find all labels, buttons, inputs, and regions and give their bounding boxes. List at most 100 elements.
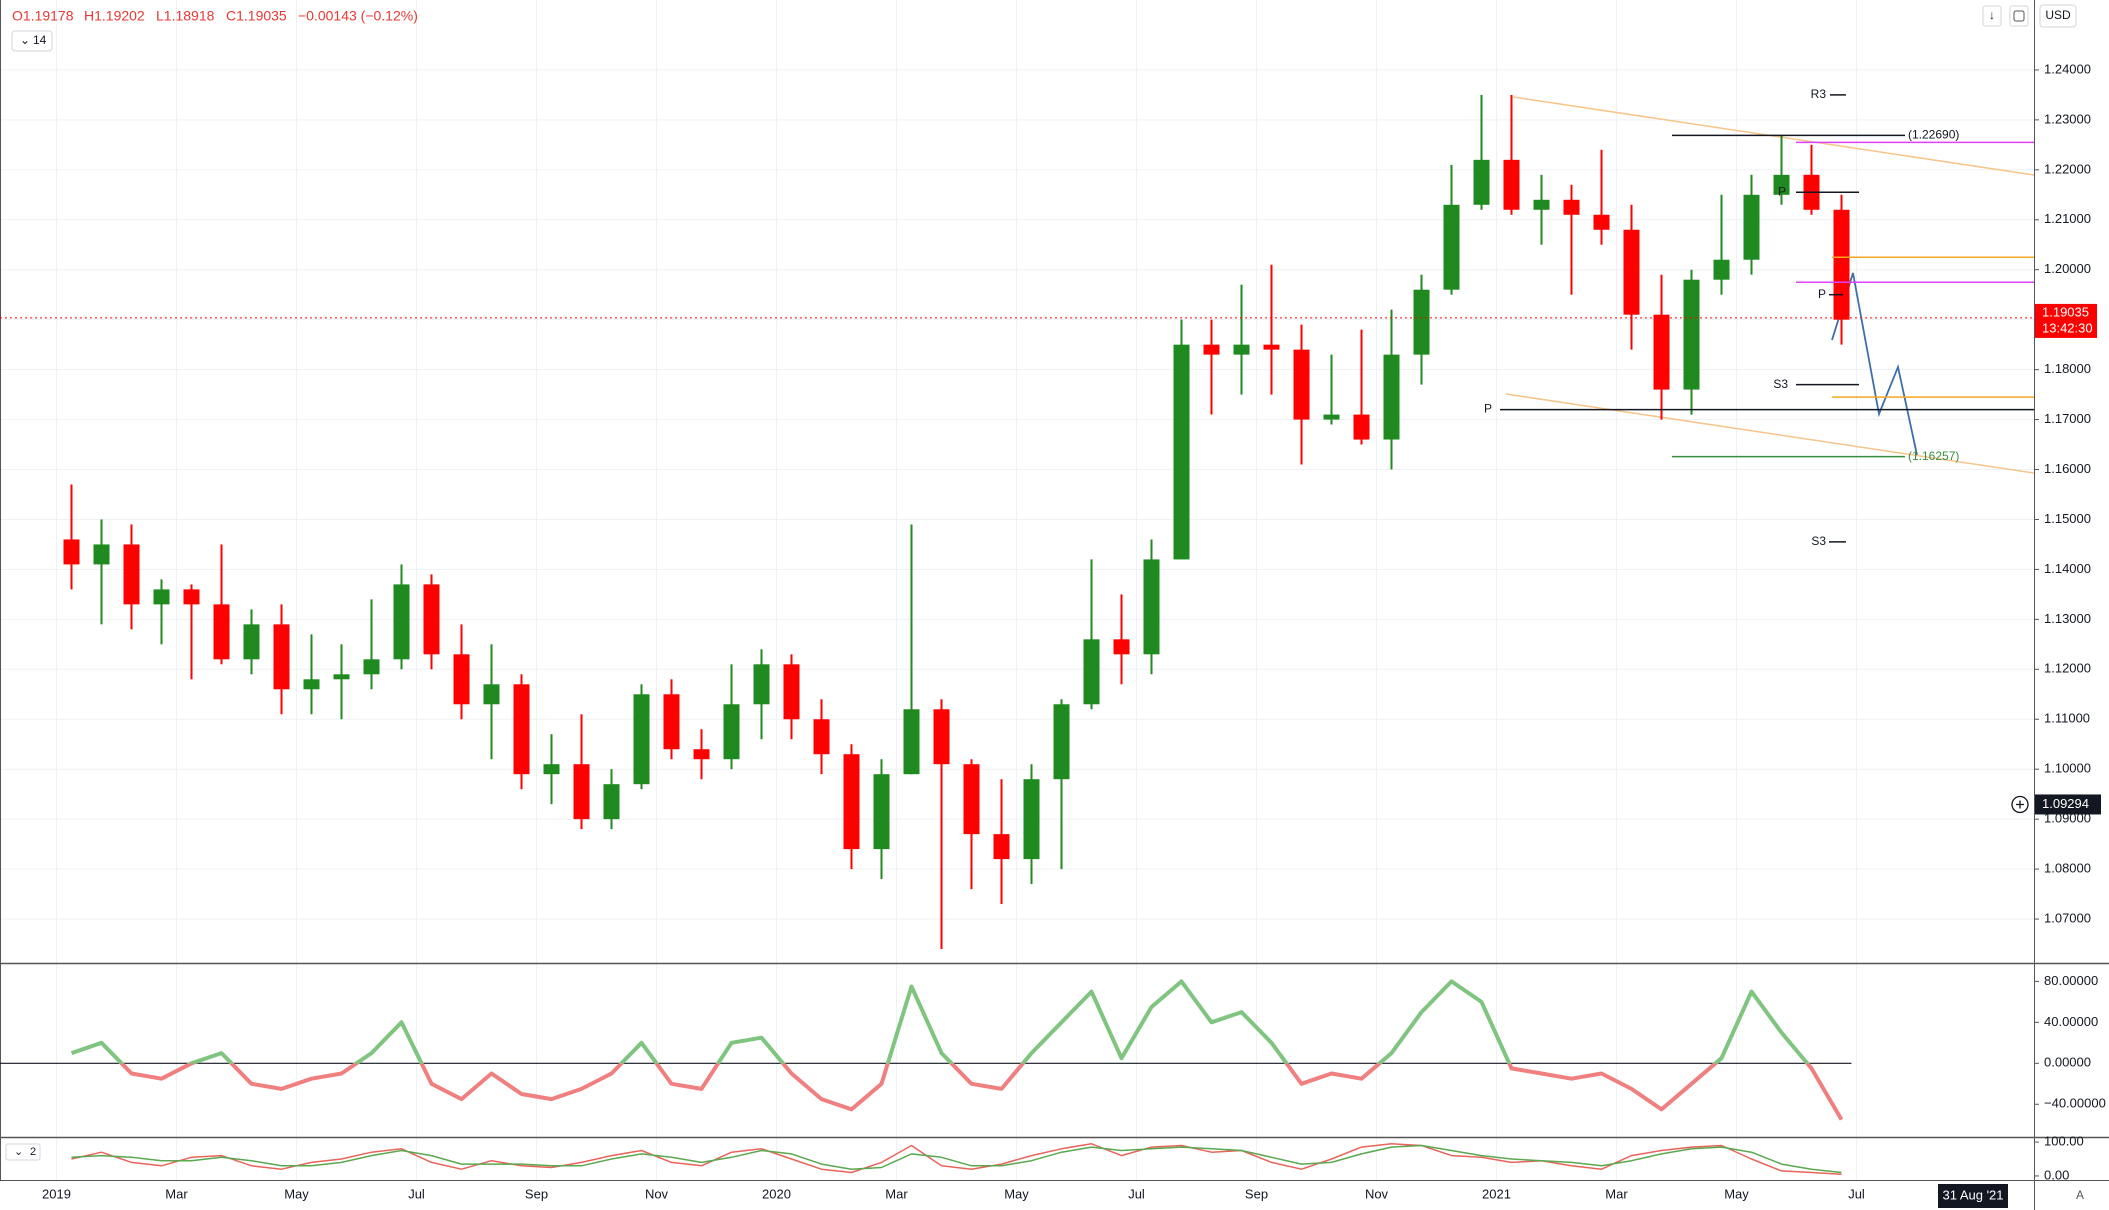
y-tick-label: 1.18000 <box>2044 361 2091 376</box>
y-tick-label: −40.00000 <box>2044 1096 2106 1111</box>
candle-body <box>303 679 320 690</box>
y-tick-label: 1.17000 <box>2044 411 2091 426</box>
candle-body <box>273 624 290 690</box>
candle-body <box>1413 289 1430 355</box>
countdown-label: 13:42:30 <box>2042 320 2093 335</box>
x-tick-label: 2021 <box>1482 1186 1511 1201</box>
x-tick-label: May <box>284 1186 309 1201</box>
candle-body <box>753 664 770 705</box>
ohlc-change: −0.00143 (−0.12%) <box>298 8 418 24</box>
candle-body <box>1233 344 1250 355</box>
x-tick-label: Jul <box>1128 1186 1145 1201</box>
currency-button[interactable] <box>2039 4 2077 28</box>
y-tick-label: 80.00000 <box>2044 973 2098 988</box>
x-tick-label: Mar <box>885 1186 908 1201</box>
level-label: S3 <box>1811 534 1826 548</box>
ohlc-high: H1.19202 <box>84 8 145 24</box>
candle-body <box>213 604 230 660</box>
indicator-length: 14 <box>33 33 47 47</box>
y-tick-label: 1.14000 <box>2044 561 2091 576</box>
y-tick-label: 100.00 <box>2044 1134 2084 1149</box>
channel-line <box>1505 393 2035 474</box>
candle-body <box>1263 344 1280 350</box>
crosshair-add-icon <box>2016 800 2024 809</box>
pane-toggle[interactable] <box>5 1143 41 1161</box>
candle-body <box>1443 204 1460 290</box>
candle-body <box>1353 414 1370 440</box>
y-tick-label: 1.08000 <box>2044 861 2091 876</box>
x-tick-label: Nov <box>1365 1186 1389 1201</box>
y-tick-label: 1.22000 <box>2044 161 2091 176</box>
candle-body <box>933 709 950 765</box>
reset-button[interactable] <box>2009 5 2029 27</box>
candle-body <box>333 674 350 680</box>
candle-body <box>663 694 680 750</box>
grid <box>0 0 2034 1180</box>
indicator-toggle[interactable] <box>11 30 53 52</box>
candle-body <box>1773 174 1790 195</box>
x-tick-label: Jul <box>1848 1186 1865 1201</box>
candle-body <box>1173 344 1190 560</box>
y-tick-label: 1.11000 <box>2044 711 2090 726</box>
y-tick-label: 1.07000 <box>2044 910 2091 925</box>
candle-body <box>1323 414 1340 420</box>
y-tick-label: 0.00000 <box>2044 1055 2091 1070</box>
level-label: (1.22690) <box>1908 128 1959 142</box>
candle-body <box>633 694 650 785</box>
candle-body <box>483 684 500 705</box>
y-tick-label: 1.10000 <box>2044 761 2091 776</box>
y-tick-label: 1.13000 <box>2044 611 2091 626</box>
last-price-box <box>2035 303 2097 338</box>
pane-label: 2 <box>30 1146 36 1158</box>
candle-body <box>783 664 800 720</box>
scroll-icon: ↓ <box>1989 8 1995 22</box>
candle-body <box>1833 209 1850 320</box>
candle-body <box>723 704 740 760</box>
candle-body <box>1593 214 1610 230</box>
candle-body <box>393 584 410 660</box>
x-tick-label: Sep <box>525 1186 548 1201</box>
candle-body <box>1023 779 1040 860</box>
y-tick-label: 1.15000 <box>2044 511 2091 526</box>
level-label: S3 <box>1773 377 1788 391</box>
candle-body <box>1203 344 1220 355</box>
x-tick-label: Jul <box>408 1186 425 1201</box>
candle-body <box>1143 559 1160 655</box>
candle-body <box>153 589 170 605</box>
candle-body <box>1713 259 1730 280</box>
last-price-label: 1.19035 <box>2042 304 2089 319</box>
candle-body <box>543 764 560 775</box>
date-label: 31 Aug '21 <box>1942 1187 2003 1202</box>
candle-body <box>363 659 380 675</box>
x-tick-label: Mar <box>165 1186 188 1201</box>
candle-body <box>873 774 890 850</box>
indicator-line <box>71 1144 1842 1174</box>
y-tick-label: 0.00 <box>2044 1167 2069 1182</box>
candle-body <box>243 624 260 660</box>
candle-body <box>843 754 860 850</box>
candle-body <box>693 749 710 760</box>
auto-scale-button[interactable]: A <box>2076 1188 2084 1202</box>
plot: 1.070001.080001.090001.100001.110001.120… <box>0 61 2106 1201</box>
y-tick-label: 1.24000 <box>2044 61 2091 76</box>
y-tick-label: 1.21000 <box>2044 211 2091 226</box>
x-tick-label: 2019 <box>42 1186 71 1201</box>
candle-body <box>1683 279 1700 390</box>
level-label: R3 <box>1811 87 1827 101</box>
scroll-button[interactable] <box>1982 5 2002 27</box>
x-tick-label: Mar <box>1605 1186 1628 1201</box>
date-label-box <box>1938 1184 2008 1208</box>
level-label: P <box>1484 402 1492 416</box>
candle-body <box>1053 704 1070 780</box>
candle-body <box>123 544 140 605</box>
y-tick-label: 1.12000 <box>2044 661 2091 676</box>
candle-body <box>1293 349 1310 420</box>
indicator-arrow: ⌄ <box>20 33 30 47</box>
candle-body <box>1533 199 1550 210</box>
y-tick-label: 1.20000 <box>2044 261 2091 276</box>
ohlc-low: L1.18918 <box>156 8 215 24</box>
pane-arrow: ⌄ <box>14 1146 23 1158</box>
reset-icon <box>2013 10 2025 22</box>
